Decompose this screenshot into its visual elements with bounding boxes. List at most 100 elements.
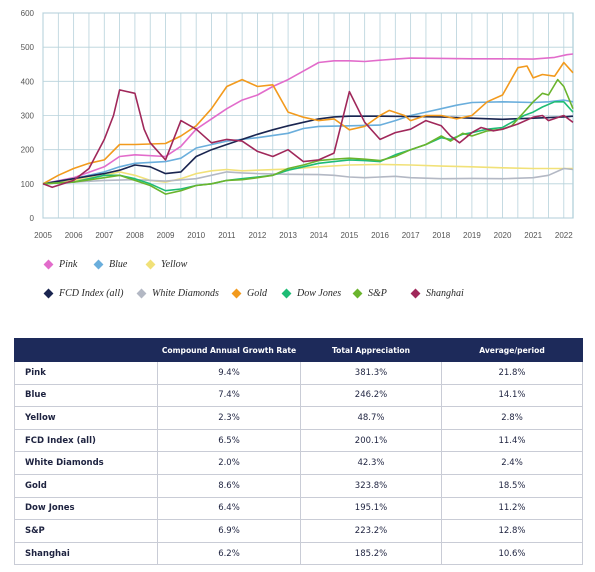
legend-label: Yellow xyxy=(161,259,188,270)
x-tick-label: 2019 xyxy=(463,231,481,240)
table-cell: 2.4% xyxy=(441,451,583,475)
legend-label: White Diamonds xyxy=(152,288,219,299)
x-tick-label: 2005 xyxy=(34,231,52,240)
table-cell: 2.0% xyxy=(157,451,301,475)
table-cell: 6.4% xyxy=(157,496,301,521)
table-cell: 223.2% xyxy=(300,519,442,543)
table-cell: 42.3% xyxy=(300,451,442,475)
x-tick-label: 2020 xyxy=(494,231,512,240)
table-cell: 6.2% xyxy=(157,541,301,566)
x-tick-label: 2016 xyxy=(371,231,389,240)
table-row-label: Gold xyxy=(14,473,158,498)
x-tick-label: 2011 xyxy=(218,231,236,240)
legend-diamond-icon xyxy=(43,288,54,299)
table-cell: 7.4% xyxy=(157,383,301,408)
table-cell: 246.2% xyxy=(300,383,442,408)
y-tick-label: 600 xyxy=(21,9,35,18)
table-row: White Diamonds 2.0% 42.3% 2.4% xyxy=(14,451,583,475)
legend-item: S&P xyxy=(352,288,387,299)
legend-item: FCD Index (all) xyxy=(43,288,124,299)
table-cell: 6.5% xyxy=(157,428,301,453)
table-cell: 323.8% xyxy=(300,473,442,498)
table-row-label: White Diamonds xyxy=(14,451,158,475)
table-header-cell: Compound Annual Growth Rate xyxy=(157,338,301,362)
table-row: S&P 6.9% 223.2% 12.8% xyxy=(14,519,583,543)
x-tick-label: 2014 xyxy=(310,231,328,240)
table-header-row: Compound Annual Growth Rate Total Apprec… xyxy=(14,338,583,362)
series-line-blue xyxy=(42,99,574,185)
legend-label: FCD Index (all) xyxy=(59,288,124,299)
y-tick-label: 100 xyxy=(21,180,35,189)
table-row: FCD Index (all) 6.5% 200.1% 11.4% xyxy=(14,428,583,453)
y-tick-label: 300 xyxy=(21,112,35,121)
table-cell: 11.4% xyxy=(441,428,583,453)
legend-diamond-icon xyxy=(93,259,104,270)
series-line-dow-jones xyxy=(42,101,574,192)
table-cell: 200.1% xyxy=(300,428,442,453)
x-tick-label: 2010 xyxy=(187,231,205,240)
legend-item: Yellow xyxy=(145,259,188,270)
legend-diamond-icon xyxy=(136,288,147,299)
legend-diamond-icon xyxy=(145,259,156,270)
legend-item: Gold xyxy=(231,288,267,299)
table-row-label: S&P xyxy=(14,519,158,543)
legend-item: Blue xyxy=(93,259,128,270)
table-row-label: FCD Index (all) xyxy=(14,428,158,453)
table-row: Pink 9.4% 381.3% 21.8% xyxy=(14,361,583,385)
table-cell: 6.9% xyxy=(157,519,301,543)
legend-label: S&P xyxy=(368,288,387,299)
legend-label: Blue xyxy=(109,259,128,270)
legend-item: Pink xyxy=(43,259,78,270)
x-tick-label: 2012 xyxy=(249,231,267,240)
legend-label: Shanghai xyxy=(426,288,464,299)
table-cell: 10.6% xyxy=(441,541,583,566)
table-cell: 12.8% xyxy=(441,519,583,543)
series-line-s-p xyxy=(42,78,574,195)
y-tick-label: 500 xyxy=(21,43,35,52)
table-cell: 2.8% xyxy=(441,406,583,430)
table-cell: 14.1% xyxy=(441,383,583,408)
table-row: Yellow 2.3% 48.7% 2.8% xyxy=(14,406,583,430)
legend-label: Gold xyxy=(247,288,267,299)
x-tick-label: 2007 xyxy=(95,231,113,240)
x-tick-label: 2009 xyxy=(157,231,175,240)
series-line-yellow xyxy=(42,163,573,185)
line-chart: 0 100 200 300 400 500 600 2005 2006 2007 2008 2009 2… xyxy=(21,9,574,240)
table-row: Blue 7.4% 246.2% 14.1% xyxy=(14,383,583,408)
x-tick-label: 2013 xyxy=(279,231,297,240)
stats-table: Compound Annual Growth Rate Total Apprec… xyxy=(14,338,583,566)
legend-item: Dow Jones xyxy=(281,288,342,299)
table-header-cell xyxy=(14,338,158,362)
table-cell: 8.6% xyxy=(157,473,301,498)
table-row-label: Pink xyxy=(14,361,158,385)
series-line-shanghai xyxy=(42,89,574,189)
legend-label: Dow Jones xyxy=(297,288,342,299)
table-row-label: Dow Jones xyxy=(14,496,158,521)
table-header-cell: Average/period xyxy=(441,338,583,362)
table-cell: 195.1% xyxy=(300,496,442,521)
table-cell: 18.5% xyxy=(441,473,583,498)
legend-diamond-icon xyxy=(352,288,363,299)
series-line-white-diamonds xyxy=(42,167,574,185)
legend-diamond-icon xyxy=(231,288,242,299)
y-tick-label: 0 xyxy=(30,214,35,223)
y-tick-label: 200 xyxy=(21,146,35,155)
table-cell: 21.8% xyxy=(441,361,583,385)
table-header-cell: Total Appreciation xyxy=(300,338,442,362)
legend-diamond-icon xyxy=(281,288,292,299)
x-tick-label: 2021 xyxy=(524,231,542,240)
table-cell: 11.2% xyxy=(441,496,583,521)
legend-label: Pink xyxy=(59,259,78,270)
table-cell: 9.4% xyxy=(157,361,301,385)
legend-item: White Diamonds xyxy=(136,288,219,299)
table-row-label: Shanghai xyxy=(14,541,158,566)
x-tick-label: 2018 xyxy=(432,231,450,240)
x-tick-label: 2006 xyxy=(65,231,83,240)
x-tick-label: 2008 xyxy=(126,231,144,240)
y-tick-label: 400 xyxy=(21,77,35,86)
table-row-label: Blue xyxy=(14,383,158,408)
table-row: Gold 8.6% 323.8% 18.5% xyxy=(14,473,583,498)
table-row: Dow Jones 6.4% 195.1% 11.2% xyxy=(14,496,583,521)
table-cell: 2.3% xyxy=(157,406,301,430)
table-cell: 48.7% xyxy=(300,406,442,430)
